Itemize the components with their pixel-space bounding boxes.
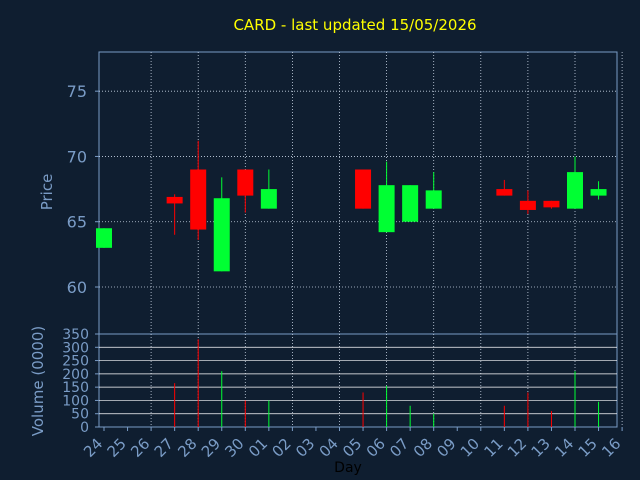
volume-tick-label: 150 xyxy=(62,380,89,396)
candle-body xyxy=(96,228,112,248)
candle xyxy=(425,172,442,209)
volume-tick-label: 250 xyxy=(62,354,89,370)
price-tick-label: 65 xyxy=(67,213,87,232)
candle-body xyxy=(355,169,372,209)
candle xyxy=(260,169,277,209)
price-tick-label: 70 xyxy=(67,147,87,166)
volume-tick-label: 50 xyxy=(71,407,89,423)
candle xyxy=(402,185,419,222)
candle xyxy=(96,228,112,248)
candle-body xyxy=(190,169,207,230)
candle-body xyxy=(402,185,419,222)
candle xyxy=(543,200,560,209)
candle-body xyxy=(519,200,536,210)
candle-body xyxy=(590,189,607,196)
candle xyxy=(519,190,536,214)
volume-tick-label: 0 xyxy=(80,420,89,436)
volume-axis-label: Volume (0000) xyxy=(29,326,47,436)
candle xyxy=(496,179,513,196)
volume-tick-label: 100 xyxy=(62,393,89,409)
price-tick-label: 60 xyxy=(67,278,87,297)
candle xyxy=(190,140,207,240)
candle-body xyxy=(567,172,583,209)
candle-body xyxy=(237,169,254,196)
candle-body xyxy=(213,198,230,272)
price-y-ticks: 60 65 70 75 xyxy=(67,82,99,297)
candle-body xyxy=(425,190,442,209)
price-tick-label: 75 xyxy=(67,82,87,101)
volume-tick-label: 300 xyxy=(62,340,89,356)
candle xyxy=(213,177,230,272)
candle-body xyxy=(496,189,513,196)
candle xyxy=(237,169,254,213)
candle xyxy=(355,169,372,209)
x-axis-label: Day xyxy=(334,460,362,476)
chart-title: CARD - last updated 15/05/2026 xyxy=(233,16,476,34)
candle-body xyxy=(166,196,183,204)
candle xyxy=(378,161,395,233)
volume-bars xyxy=(174,339,600,427)
price-axis-label: Price xyxy=(38,174,56,211)
candle-body xyxy=(260,189,277,209)
candles xyxy=(96,140,607,272)
volume-tick-label: 200 xyxy=(62,367,89,383)
candle-body xyxy=(543,200,560,208)
candle xyxy=(590,181,607,200)
candle xyxy=(567,156,583,209)
candle xyxy=(166,194,183,235)
volume-plot-frame xyxy=(98,333,618,428)
price-panel: 60 65 70 75 Price xyxy=(38,51,623,335)
volume-tick-label: 350 xyxy=(62,327,89,343)
candle-body xyxy=(378,185,395,233)
